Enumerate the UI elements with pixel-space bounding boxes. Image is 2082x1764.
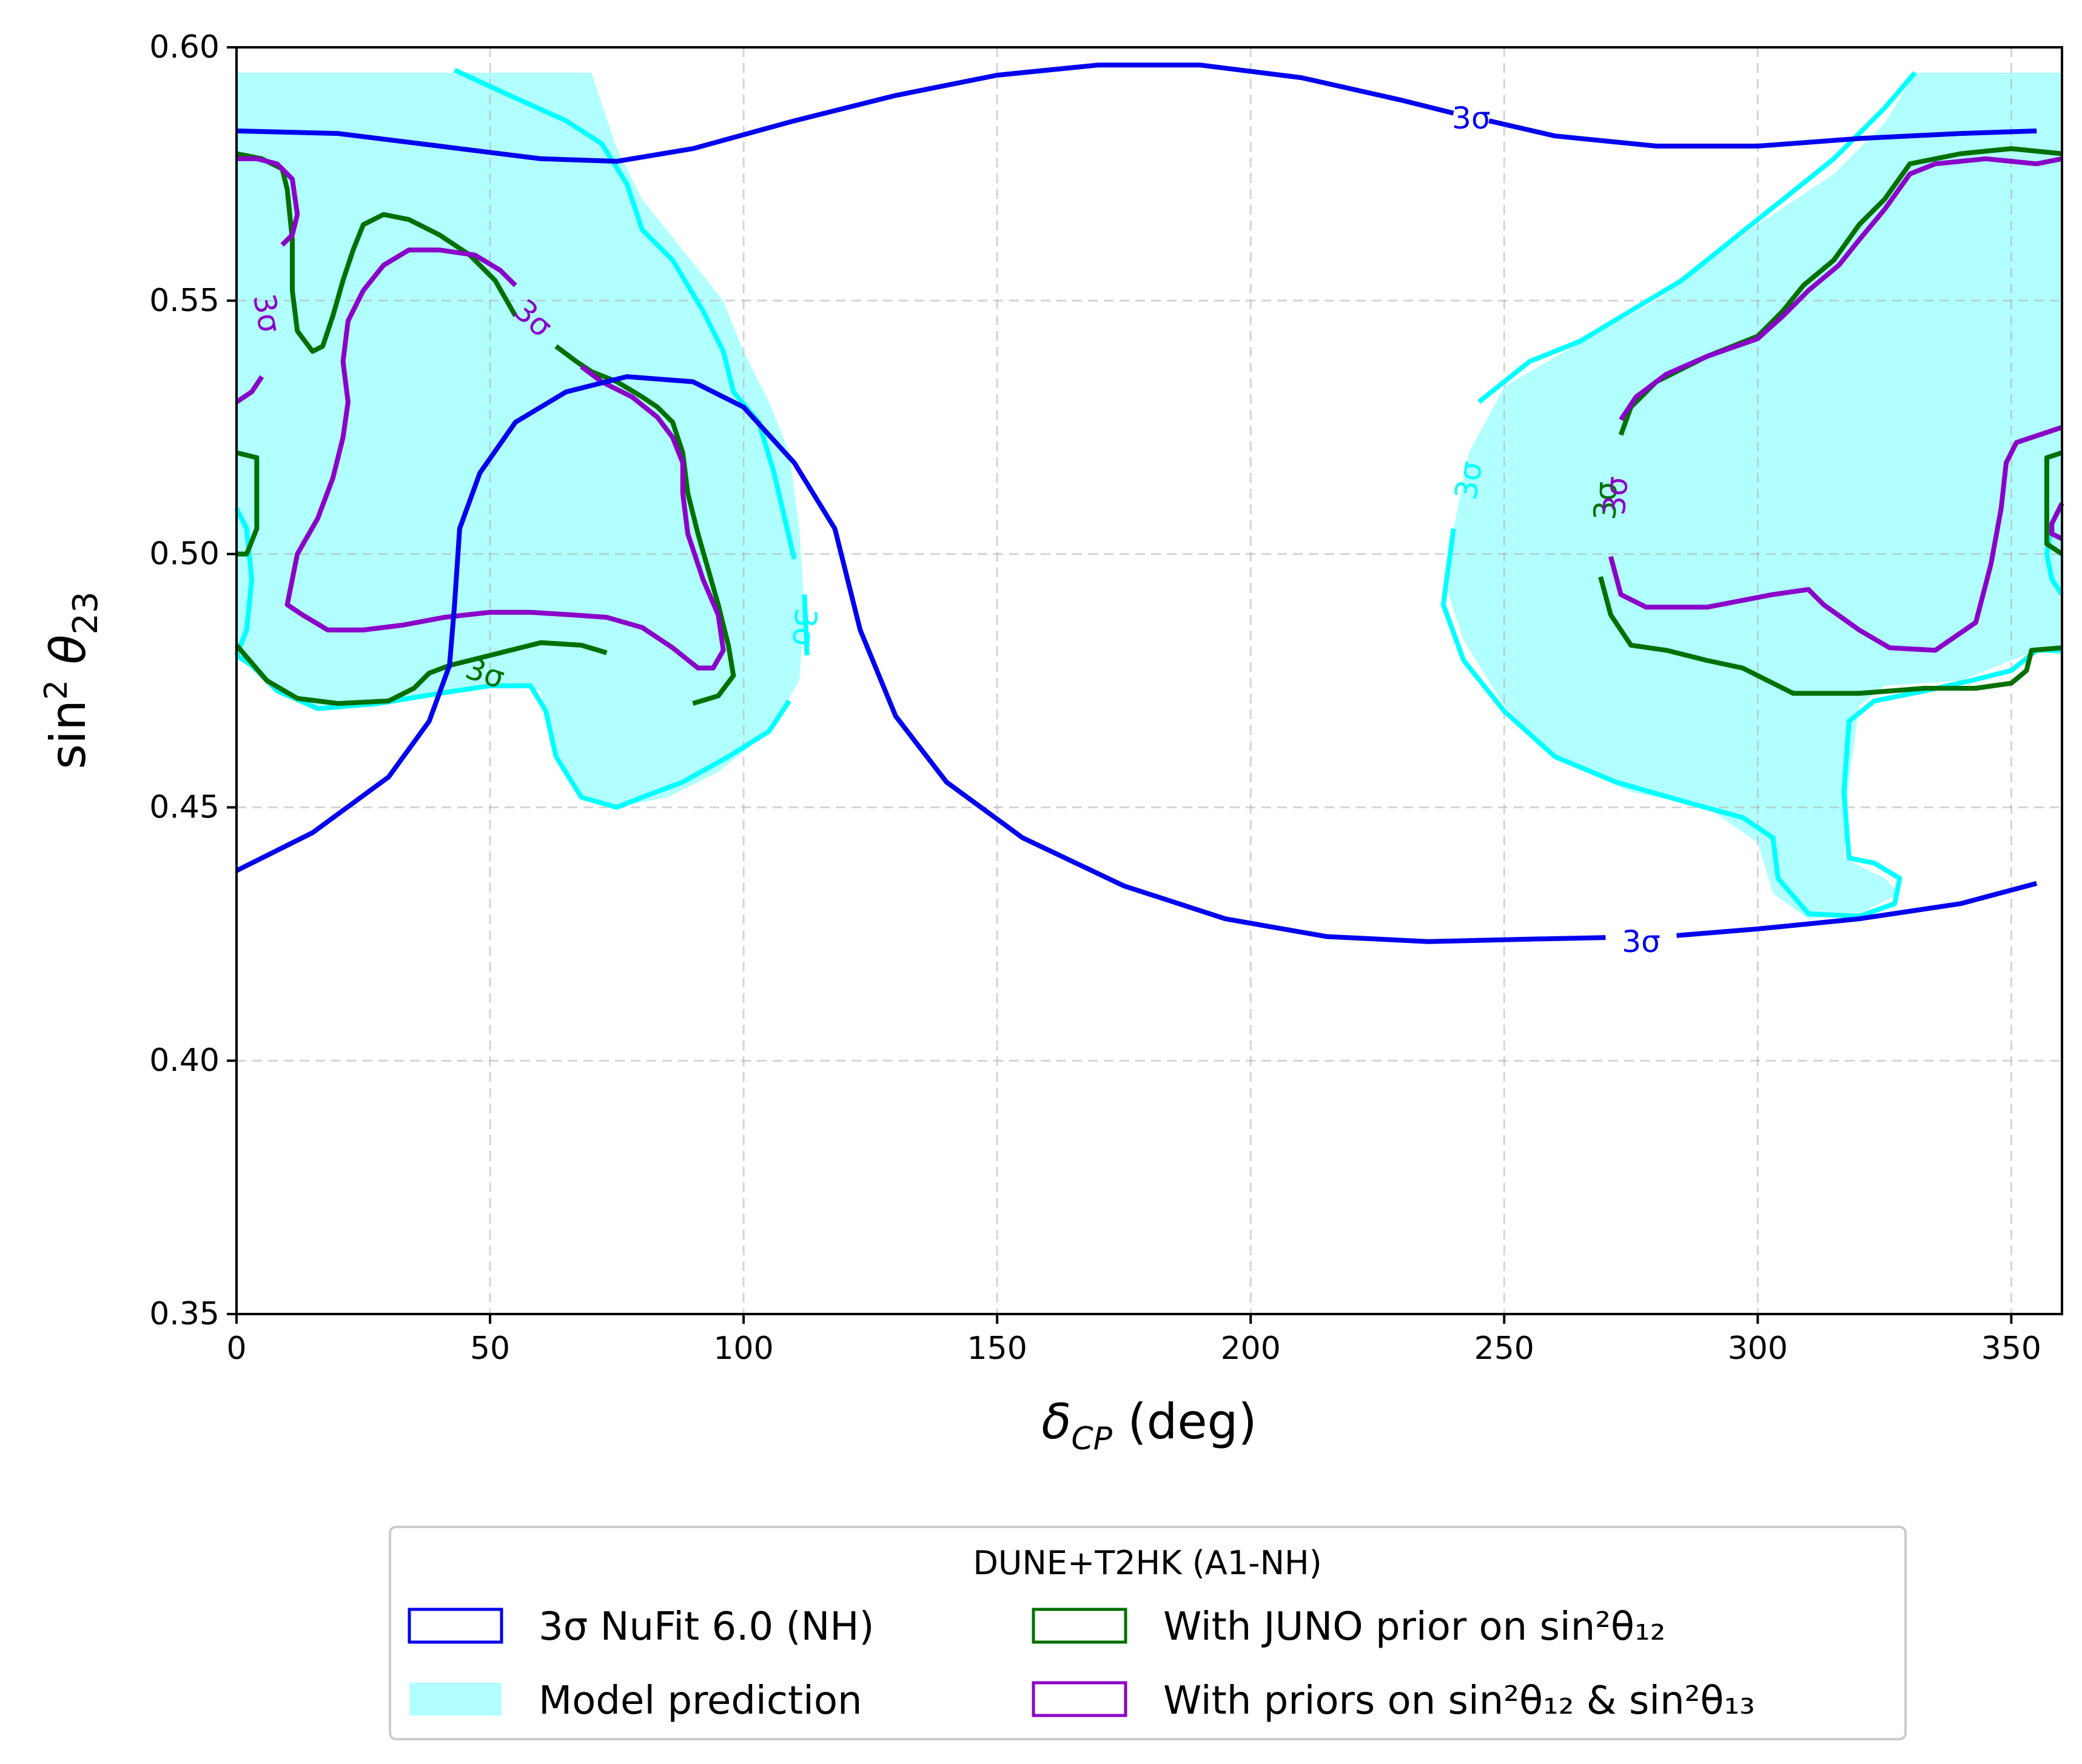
x-tick-label: 200 [1221, 1330, 1281, 1367]
y-tick-label: 0.55 [149, 283, 220, 319]
y-tick-label: 0.45 [149, 789, 220, 825]
legend-title: DUNE+T2HK (A1-NH) [973, 1544, 1321, 1582]
x-tick-label: 250 [1474, 1330, 1534, 1367]
legend-label-nufit: 3σ NuFit 6.0 (NH) [539, 1605, 875, 1649]
axis-ticks: 0 50 100 150 200 250 300 350 0.35 0.40 0.45 0.50 0.5… [149, 29, 2041, 1367]
x-tick-label: 0 [226, 1330, 246, 1367]
y-tick-label: 0.60 [149, 29, 220, 65]
nufit-contour-1 [236, 62, 1454, 164]
priors-contour-6 [2049, 502, 2064, 542]
juno-contour-2 [554, 344, 736, 706]
model-region-1 [237, 72, 805, 808]
model-region-2 [1448, 72, 2062, 919]
model-contour-3 [235, 653, 791, 810]
juno-contour-4 [236, 450, 260, 557]
priors-contour-4 [1619, 156, 2063, 421]
nufit-contour-label: 3σ [1622, 924, 1661, 959]
priors-contour-5 [1608, 424, 2063, 653]
y-tick-label: 0.50 [149, 536, 220, 572]
model-contour-4 [234, 507, 255, 657]
model-contour-2 [802, 594, 810, 656]
legend-label-model: Model prediction [539, 1678, 862, 1723]
juno-contour-5 [1598, 576, 2063, 696]
y-tick-label: 0.40 [149, 1042, 220, 1079]
juno-contour-3 [234, 640, 608, 706]
x-axis-label: δCP (deg) [1041, 1393, 1257, 1457]
juno-contour-7 [2044, 450, 2064, 556]
plot-frame [235, 46, 2063, 1315]
legend-label-juno: With JUNO prior on sin²θ₁₂ [1163, 1605, 1665, 1649]
nufit-contour-3 [235, 374, 1606, 944]
priors-contour-3 [284, 247, 726, 671]
x-tick-label: 150 [967, 1330, 1027, 1367]
y-axis-label-group: sin2 θ23 [38, 591, 106, 769]
x-tick-label: 350 [1981, 1330, 2041, 1367]
model-contour-6 [1477, 71, 1917, 404]
legend-swatch-juno [1032, 1608, 1127, 1644]
x-tick-label: 50 [470, 1330, 510, 1367]
legend-label-priors: With priors on sin²θ₁₂ & sin²θ₁₃ [1163, 1678, 1755, 1723]
model-contour-label: 3σ [785, 607, 824, 648]
x-tick-label: 300 [1728, 1330, 1788, 1367]
juno-contour-label: 3σ [1587, 481, 1624, 521]
x-tick-label: 100 [713, 1330, 773, 1367]
legend-swatch-model [409, 1683, 502, 1715]
nufit-contour-2 [1488, 118, 2037, 149]
priors-contour-label: 3σ [246, 291, 287, 335]
nufit-contour-label: 3σ [1452, 101, 1491, 136]
y-tick-label: 0.35 [149, 1296, 220, 1332]
priors-contour-label: 3σ [1597, 475, 1635, 516]
y-axis-label: sin2 θ23 [38, 591, 106, 769]
legend: DUNE+T2HK (A1-NH) 3σ NuFit 6.0 (NH) Mode… [389, 1526, 1907, 1740]
legend-box [389, 1526, 1907, 1740]
legend-swatch-priors [1032, 1681, 1127, 1717]
model-contour-label: 3σ [1448, 458, 1489, 503]
juno-contour-1 [236, 151, 518, 354]
priors-contour-1 [237, 156, 300, 247]
legend-swatch-nufit [408, 1608, 503, 1644]
priors-contour-2 [235, 375, 264, 404]
nufit-contour-4 [1676, 880, 2038, 938]
